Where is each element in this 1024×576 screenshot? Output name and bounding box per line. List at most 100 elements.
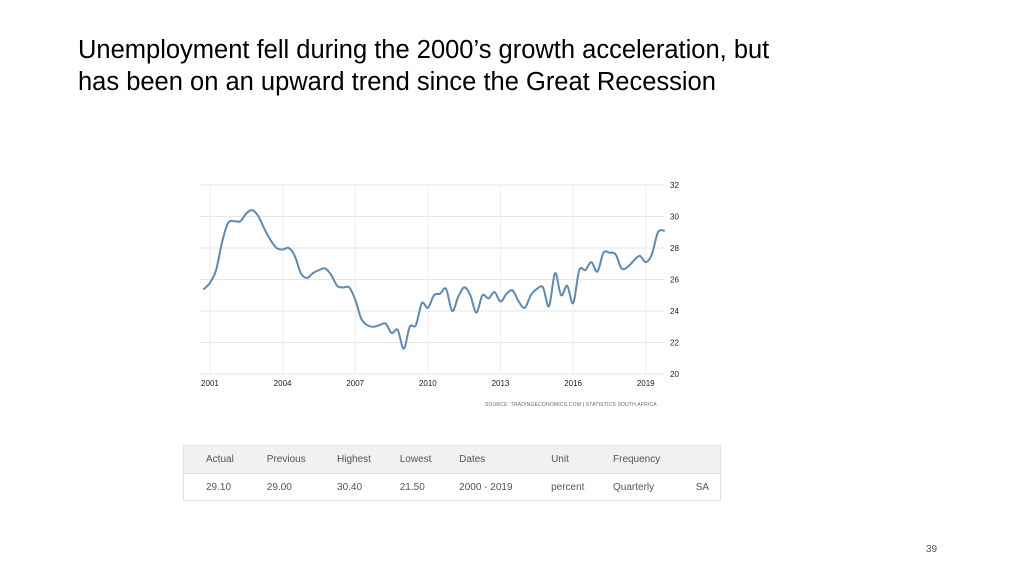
data-point-45	[475, 311, 478, 314]
data-point-55	[535, 288, 538, 290]
data-point-33	[402, 347, 405, 350]
data-point-72	[638, 254, 641, 257]
data-point-54	[529, 294, 532, 297]
data-point-76	[663, 229, 665, 232]
data-point-39	[439, 292, 441, 295]
data-point-51	[511, 289, 514, 292]
data-point-65	[596, 270, 599, 273]
data-point-73	[644, 261, 647, 264]
data-point-21	[330, 273, 333, 276]
data-point-70	[626, 266, 629, 268]
data-point-19	[318, 269, 320, 271]
data-point-74	[650, 253, 653, 256]
data-point-50	[505, 292, 508, 295]
value-highest: 30.40	[337, 481, 363, 493]
data-point-9	[257, 215, 260, 218]
value-lowest: 21.50	[399, 481, 425, 493]
data-point-56	[542, 286, 544, 289]
x-tick-label-5: 2016	[564, 379, 582, 388]
stats-table: Actual Previous Highest Lowest Dates Uni…	[183, 445, 721, 501]
header-adjustment	[687, 445, 721, 474]
data-point-75	[657, 231, 659, 234]
value-actual: 29.10	[206, 481, 232, 493]
data-point-49	[499, 300, 502, 303]
value-dates: 2000 - 2019	[459, 481, 513, 493]
data-point-43	[463, 286, 466, 289]
data-point-53	[523, 306, 526, 309]
data-point-41	[451, 310, 454, 312]
data-point-8	[251, 209, 254, 212]
data-point-0	[203, 288, 205, 290]
data-point-71	[632, 259, 635, 262]
data-point-4	[227, 221, 230, 224]
chart-source-note: SOURCE: TRADINGECONOMICS.COM | STATISTIC…	[485, 402, 657, 408]
data-point-10	[263, 228, 266, 230]
axis-labels: 20 22 24 26 28 30 32 2001 2004 2007 2010 2013 2016 20…	[201, 181, 679, 388]
data-point-44	[469, 294, 472, 297]
data-point-52	[517, 300, 520, 303]
value-adjustment: SA	[695, 481, 710, 493]
slide-title-line-1: Unemployment fell during the 2000’s grow…	[78, 36, 770, 64]
data-point-24	[348, 286, 351, 289]
data-point-20	[324, 267, 326, 270]
x-tick-label-3: 2010	[419, 379, 437, 388]
data-point-61	[572, 302, 575, 305]
data-point-48	[493, 291, 496, 293]
value-previous: 29.00	[266, 481, 292, 493]
data-point-17	[305, 277, 308, 279]
data-point-66	[602, 251, 605, 254]
header-dates: Dates	[451, 445, 544, 474]
data-point-36	[420, 302, 423, 305]
data-point-47	[487, 297, 490, 300]
value-frequency: Quarterly	[613, 481, 655, 493]
data-point-3	[221, 240, 224, 243]
header-previous: Previous	[258, 445, 330, 474]
x-tick-label-4: 2013	[492, 379, 510, 388]
data-point-12	[275, 247, 278, 249]
data-point-26	[360, 317, 363, 320]
y-tick-label-4: 28	[670, 244, 679, 253]
data-point-64	[590, 261, 593, 264]
y-tick-label-3: 26	[670, 276, 679, 285]
stats-value-row: 29.10 29.00 30.40 21.50 2000 - 2019 perc…	[184, 474, 721, 501]
x-tick-label-6: 2019	[637, 379, 655, 388]
page-number: 39	[926, 544, 938, 555]
data-point-13	[281, 248, 284, 251]
x-tick-label-1: 2004	[274, 379, 292, 388]
data-point-46	[481, 294, 484, 297]
data-point-40	[445, 288, 448, 290]
data-point-58	[554, 272, 556, 275]
stats-header-row: Actual Previous Highest Lowest Dates Uni…	[183, 445, 721, 474]
slide-title: Unemployment fell during the 2000’s grow…	[78, 34, 978, 98]
data-point-28	[372, 325, 375, 328]
data-point-62	[578, 269, 581, 271]
x-tick-label-0: 2001	[201, 379, 219, 388]
unemployment-line-chart: 20 22 24 26 28 30 32 2001 2004 2007 2010 2013 2016 20…	[198, 172, 698, 412]
y-tick-label-6: 32	[670, 181, 679, 190]
data-point-69	[620, 267, 623, 270]
data-point-2	[215, 269, 218, 271]
header-lowest: Lowest	[391, 445, 452, 474]
data-point-29	[378, 324, 381, 327]
data-point-59	[560, 294, 563, 297]
y-tick-label-0: 20	[670, 370, 679, 379]
value-unit: percent	[551, 481, 585, 493]
series-layer	[203, 209, 665, 350]
chart-svg: 20 22 24 26 28 30 32 2001 2004 2007 2010 2013 2016 20…	[200, 181, 679, 408]
data-point-57	[548, 305, 550, 308]
header-unit: Unit	[543, 445, 605, 474]
data-point-7	[245, 212, 248, 215]
data-point-34	[408, 325, 411, 328]
data-point-14	[287, 247, 290, 249]
data-point-15	[293, 254, 296, 257]
data-point-1	[209, 281, 211, 284]
series-line-0	[203, 209, 665, 350]
y-tick-label-1: 22	[670, 339, 679, 348]
data-point-18	[312, 272, 314, 275]
data-point-30	[384, 322, 387, 325]
data-point-22	[336, 284, 339, 287]
data-point-35	[414, 324, 417, 327]
data-point-25	[354, 299, 357, 301]
data-point-60	[566, 284, 569, 287]
header-actual: Actual	[183, 445, 259, 474]
